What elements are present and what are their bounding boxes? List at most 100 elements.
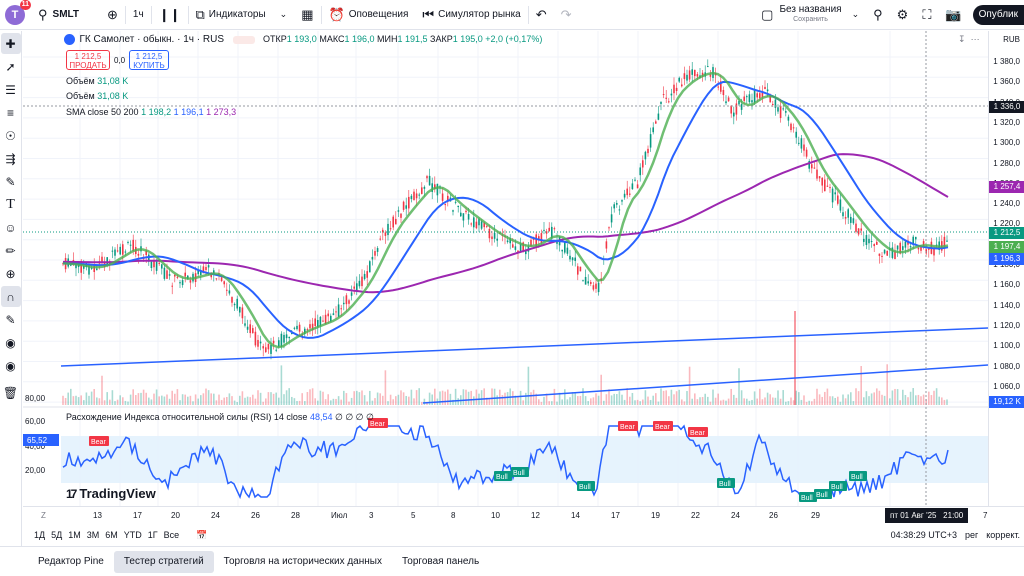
volume-bar — [275, 392, 277, 405]
time-label: 24 — [211, 511, 220, 520]
chart-canvas[interactable]: 80,00 60,00 40,00 20,00 65,52 Bear Bear Bear Be… — [23, 31, 988, 506]
replay-button[interactable]: ⏮ Симулятор рынка — [422, 7, 521, 22]
bottom-tab[interactable]: Торговая панель — [401, 555, 480, 567]
range-button[interactable]: 3М — [86, 530, 100, 540]
sell-button[interactable]: 1 212,5 ПРОДАТЬ — [66, 50, 110, 70]
adjust-button[interactable]: коррект. — [986, 530, 1020, 540]
candle-body — [226, 289, 228, 291]
layouts-button[interactable]: ▦ — [294, 0, 320, 30]
volume-bar — [496, 395, 498, 405]
templates-button[interactable]: ⌄ — [273, 0, 295, 30]
bottom-tab[interactable]: Тестер стратегий — [113, 550, 214, 573]
price-axis[interactable]: RUB 1 380,01 360,01 340,01 320,01 300,01… — [988, 31, 1024, 506]
volume-bar — [285, 390, 288, 405]
interval-button[interactable]: 1ч — [132, 9, 144, 20]
bottom-tab[interactable]: Торговля на исторических данных — [223, 555, 382, 567]
trendline-tool[interactable]: ➚ — [1, 56, 21, 77]
volume-bar — [787, 401, 790, 405]
range-button[interactable]: 6М — [105, 530, 118, 540]
candle-body — [314, 318, 316, 327]
range-button[interactable]: 5Д — [51, 530, 63, 540]
lock-tool[interactable]: ◉ — [1, 332, 21, 353]
volume-legend-2[interactable]: Объём 31,08 K — [66, 91, 129, 101]
crosshair-tool[interactable]: ✚ — [0, 33, 21, 54]
zoom-tool[interactable]: ⊕ — [1, 263, 21, 284]
candle-body — [618, 209, 621, 211]
fib-tool[interactable]: ≡ — [1, 102, 21, 123]
sma-legend[interactable]: SMA close 50 200 1 198,2 1 196,1 1 273,3 — [66, 107, 237, 117]
chart-type-button[interactable]: ❙❙ — [152, 0, 188, 30]
visibility-tool[interactable]: ◉ — [1, 355, 21, 376]
session-button[interactable]: рег — [964, 530, 979, 540]
range-button[interactable]: YTD — [123, 530, 142, 540]
time-label: 28 — [291, 511, 300, 520]
quick-search-button[interactable]: ⚲ — [866, 0, 890, 30]
compare-button[interactable]: ⊕ — [100, 0, 125, 30]
screenshot-button[interactable]: 📷 — [938, 0, 968, 30]
emoji-tool[interactable]: ☺ — [1, 217, 21, 238]
volume-bar — [280, 365, 283, 405]
candle-body — [535, 234, 537, 246]
brush-tool[interactable]: ✎ — [1, 171, 21, 192]
fullscreen-button[interactable]: ⛶ — [915, 0, 938, 30]
arrow-down-icon[interactable]: ↧ — [958, 34, 966, 44]
remove-tool[interactable]: 🗑 — [1, 382, 21, 403]
candle-body — [421, 187, 423, 194]
calendar-icon[interactable]: 📅 — [196, 529, 208, 540]
rsi-legend[interactable]: Расхождение Индекса относительной силы (… — [66, 412, 374, 422]
indicators-button[interactable]: ⧉ Индикаторы — [195, 7, 266, 22]
range-button[interactable]: 1М — [68, 530, 81, 540]
volume-bar — [834, 397, 836, 405]
symbol-title[interactable]: ГК Самолет · обыкн. · 1ч · RUS — [79, 34, 224, 45]
range-button[interactable]: 1Г — [147, 530, 158, 540]
candle-body — [655, 121, 657, 124]
candle-body — [506, 240, 509, 243]
volume-bar — [683, 401, 686, 405]
time-axis[interactable]: Z 13 17 20 24 26 28 Июл 3 5 8 10 12 14 17 19 22 24 26 29 7 … — [23, 506, 1024, 524]
volume-bar — [847, 394, 849, 405]
timezone-z[interactable]: Z — [41, 511, 46, 520]
volume-bar — [873, 392, 875, 405]
lines-tool[interactable]: ☰ — [1, 79, 21, 100]
volume-bar — [421, 401, 423, 405]
volume-bar — [93, 389, 95, 405]
candle-body — [868, 238, 870, 244]
candle-body — [686, 74, 688, 81]
volume-bar — [241, 391, 244, 405]
buy-button[interactable]: 1 212,5 КУПИТЬ — [129, 50, 169, 70]
pattern-tool[interactable]: ☉ — [1, 125, 21, 146]
volume-bar — [522, 400, 524, 405]
volume-bar — [454, 388, 457, 405]
text-tool[interactable]: T — [1, 194, 21, 215]
candle-body — [96, 268, 98, 271]
range-button[interactable]: Все — [163, 530, 180, 540]
symbol-search-button[interactable]: ⚲ SMLT — [38, 7, 80, 22]
magnet-tool[interactable]: ∩ — [0, 286, 21, 307]
stay-drawing-tool[interactable]: ✎ — [1, 309, 21, 330]
bear-signal-label: Bear — [620, 424, 635, 431]
ruler-tool[interactable]: ✏ — [1, 240, 21, 261]
currency-label[interactable]: RUB — [1003, 35, 1020, 44]
volume-legend-1[interactable]: Объём 31,08 K — [66, 76, 129, 86]
undo-button[interactable]: ↶ — [529, 0, 554, 30]
candle-body — [522, 242, 524, 251]
candle-body — [681, 84, 683, 87]
forecast-tool[interactable]: ⇶ — [1, 148, 21, 169]
candle-body — [839, 199, 842, 211]
alerts-button[interactable]: ⏰ Оповещения — [328, 7, 409, 22]
more-icon[interactable]: ⋯ — [970, 34, 980, 44]
range-button[interactable]: 1Д — [34, 530, 46, 540]
user-avatar[interactable]: T 11 — [5, 0, 31, 25]
layout-name-button[interactable]: ▢ Без названия Сохранить ⌄ — [754, 0, 866, 30]
clock-readout[interactable]: 04:38:29 UTC+3 — [890, 530, 957, 540]
candle-body — [246, 326, 249, 330]
publish-button[interactable]: Опублик — [972, 4, 1024, 25]
settings-button[interactable]: ⚙ — [890, 0, 916, 30]
bottom-tab[interactable]: Редактор Pine — [38, 555, 104, 567]
sma-200-line — [62, 153, 949, 294]
candle-body — [324, 314, 327, 325]
redo-button[interactable]: ↷ — [554, 0, 579, 30]
volume-bar — [75, 395, 77, 405]
candle-body — [881, 255, 883, 257]
volume-bar — [228, 393, 231, 405]
